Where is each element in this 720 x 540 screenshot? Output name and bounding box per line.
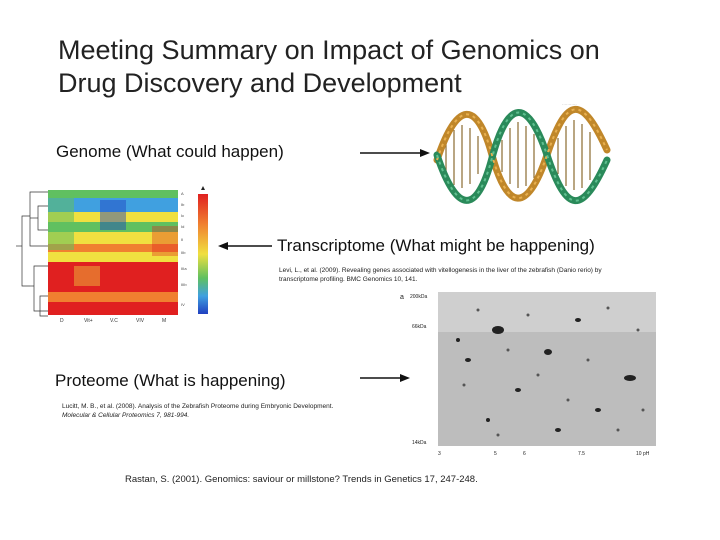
svg-text:M: M [162, 318, 166, 324]
dna-helix-image: ··········· [432, 100, 612, 215]
svg-text:10 pH: 10 pH [636, 451, 650, 457]
svg-text:7.5: 7.5 [578, 451, 585, 457]
svg-text:Ib: Ib [181, 202, 185, 207]
svg-text:Id: Id [181, 224, 184, 229]
svg-text:IIIb: IIIb [181, 282, 187, 287]
svg-text:V.C: V.C [110, 318, 118, 324]
color-scale-bar [198, 194, 208, 314]
svg-text:14kDa: 14kDa [412, 440, 427, 446]
transcriptome-citation: Levi, L., et al. (2009). Revealing genes… [279, 267, 602, 283]
genome-arrow-icon [360, 148, 430, 158]
title-line-1: Meeting Summary on Impact of Genomics on [58, 35, 600, 65]
svg-text:200kDa: 200kDa [410, 294, 427, 300]
proteome-arrow-icon [360, 373, 410, 383]
svg-text:IIb: IIb [181, 250, 186, 255]
svg-text:···········: ··········· [562, 102, 577, 107]
svg-text:Vit+: Vit+ [84, 318, 93, 324]
heatmap-image: A Ib Ic Id II IIb IIIa IIIb IV D Vit+ V.C VIV … [8, 186, 218, 331]
footer-citation: Rastan, S. (2001). Genomics: saviour or … [125, 474, 478, 485]
proteome-citation: Lucitt, M. B., et al. (2008). Analysis o… [62, 403, 334, 419]
svg-text:66kDa: 66kDa [412, 324, 427, 330]
svg-text:6: 6 [523, 451, 526, 457]
svg-text:IV: IV [181, 302, 185, 307]
svg-text:3: 3 [438, 451, 441, 457]
svg-text:5: 5 [494, 451, 497, 457]
svg-text:a: a [400, 294, 404, 301]
2d-gel-image: a 200kDa 66kDa 14kDa 3 5 6 7.5 10 pH [398, 290, 660, 463]
svg-text:II: II [181, 237, 183, 242]
transcriptome-label: Transcriptome (What might be happening) [277, 236, 595, 255]
svg-text:Ic: Ic [181, 213, 184, 218]
svg-text:A: A [181, 191, 184, 196]
slide-title: Meeting Summary on Impact of Genomics on… [58, 34, 678, 100]
svg-text:IIIa: IIIa [181, 266, 187, 271]
svg-text:VIV: VIV [136, 318, 145, 324]
genome-label: Genome (What could happen) [56, 142, 284, 161]
dendrogram-icon [16, 191, 48, 317]
title-line-2: Drug Discovery and Development [58, 68, 462, 98]
transcriptome-arrow-icon [218, 241, 272, 251]
svg-text:D: D [60, 318, 64, 324]
proteome-label: Proteome (What is happening) [55, 371, 286, 390]
